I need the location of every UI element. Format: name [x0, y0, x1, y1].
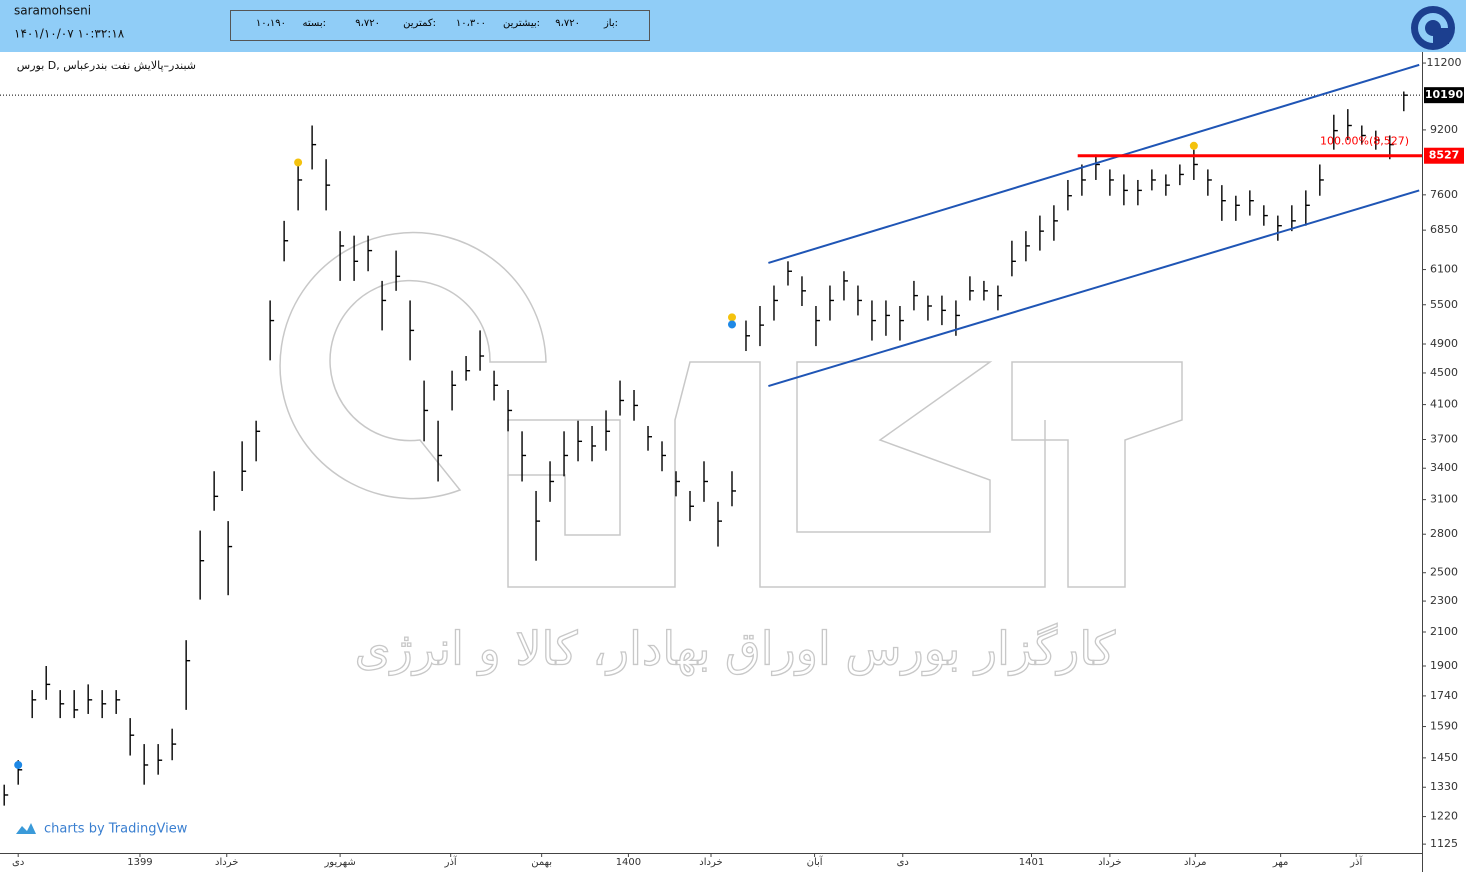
- quote-box: [230, 10, 650, 41]
- x-tick-label: آذر: [1349, 855, 1363, 868]
- x-tick-label: دی: [12, 857, 24, 868]
- quote-value: ۱۰،۱۹۰: [256, 18, 286, 29]
- y-tick-label: 2100: [1430, 625, 1458, 638]
- logo: [1411, 6, 1455, 50]
- y-tick-label: 2500: [1430, 566, 1458, 579]
- credit: charts by TradingView: [44, 822, 188, 837]
- y-tick-label: 2800: [1430, 527, 1458, 540]
- y-tick-label: 7600: [1430, 188, 1458, 201]
- x-tick-label: خرداد: [699, 857, 722, 868]
- watermark-text: کارگزار بورس اوراق بهادار، کالا و انرژی: [355, 622, 1116, 677]
- quote-value: ۱۰،۳۰۰: [456, 18, 486, 29]
- credit-icon: [16, 823, 36, 834]
- x-tick-label: خرداد: [215, 857, 238, 868]
- x-tick-label: 1400: [616, 857, 641, 868]
- x-tick-label: 1401: [1019, 857, 1044, 868]
- y-tick-label: 1330: [1430, 780, 1458, 793]
- trendline: [768, 63, 1420, 264]
- y-tick-label: 6100: [1430, 263, 1458, 276]
- y-tick-label: 1900: [1430, 659, 1458, 672]
- x-tick-label: شهریور: [323, 857, 355, 868]
- y-tick-label: 6850: [1430, 223, 1458, 236]
- header-bar: [0, 0, 1466, 52]
- event-marker: [14, 760, 23, 769]
- annotation: 100.00%(8,527): [1320, 135, 1409, 148]
- y-tick-label: 1740: [1430, 689, 1458, 702]
- support-label-bg: [1424, 147, 1464, 164]
- x-tick-label: مرداد: [1184, 857, 1207, 868]
- quote-label: کمترین:: [403, 18, 436, 29]
- y-tick-label: 1125: [1430, 837, 1458, 850]
- y-tick-label: 3400: [1430, 461, 1458, 474]
- x-tick-label: دی: [897, 857, 909, 868]
- event-marker: [1189, 141, 1198, 150]
- support-label: 8527: [1429, 149, 1460, 162]
- x-tick-label: خرداد: [1098, 857, 1121, 868]
- y-tick-label: 2300: [1430, 594, 1458, 607]
- event-marker: [727, 320, 736, 329]
- last-price-label: 10190: [1425, 88, 1464, 101]
- last-price-label-bg: [1424, 87, 1464, 104]
- date-time: ۱۴۰۱/۱۰/۰۷ ۱۰:۳۲:۱۸: [14, 27, 125, 41]
- y-tick-label: 3100: [1430, 493, 1458, 506]
- y-tick-label: 5500: [1430, 298, 1458, 311]
- y-tick-label: 1590: [1430, 720, 1458, 733]
- y-tick-label: 4500: [1430, 366, 1458, 379]
- x-tick-label: آبان: [807, 855, 824, 868]
- y-tick-label: 1450: [1430, 751, 1458, 764]
- quote-label: باز:: [603, 18, 618, 29]
- y-tick-label: 9200: [1430, 123, 1458, 136]
- y-tick-label: 4900: [1430, 337, 1458, 350]
- x-tick-label: بهمن: [531, 857, 552, 868]
- trendline: [768, 189, 1420, 388]
- y-tick-label: 4100: [1430, 398, 1458, 411]
- y-tick-label: 3700: [1430, 432, 1458, 445]
- watermark-logo: [279, 231, 1183, 588]
- event-marker: [294, 158, 303, 167]
- quote-label: بسته:: [303, 18, 326, 29]
- quote-value: ۹،۷۲۰: [355, 18, 380, 29]
- quote-value: ۹،۷۲۰: [555, 18, 580, 29]
- user-name: saramohseni: [14, 4, 91, 18]
- x-tick-label: 1399: [127, 857, 152, 868]
- quote-label: بیشترین:: [503, 18, 540, 29]
- x-tick-label: مهر: [1272, 857, 1288, 868]
- y-tick-label: 1220: [1430, 810, 1458, 823]
- y-tick-label: 11200: [1427, 56, 1462, 69]
- event-marker: [727, 313, 736, 322]
- x-tick-label: آذر: [444, 855, 458, 868]
- chart-title: بورس D, شبندر–پالایش نفت بندرعباس: [17, 59, 196, 72]
